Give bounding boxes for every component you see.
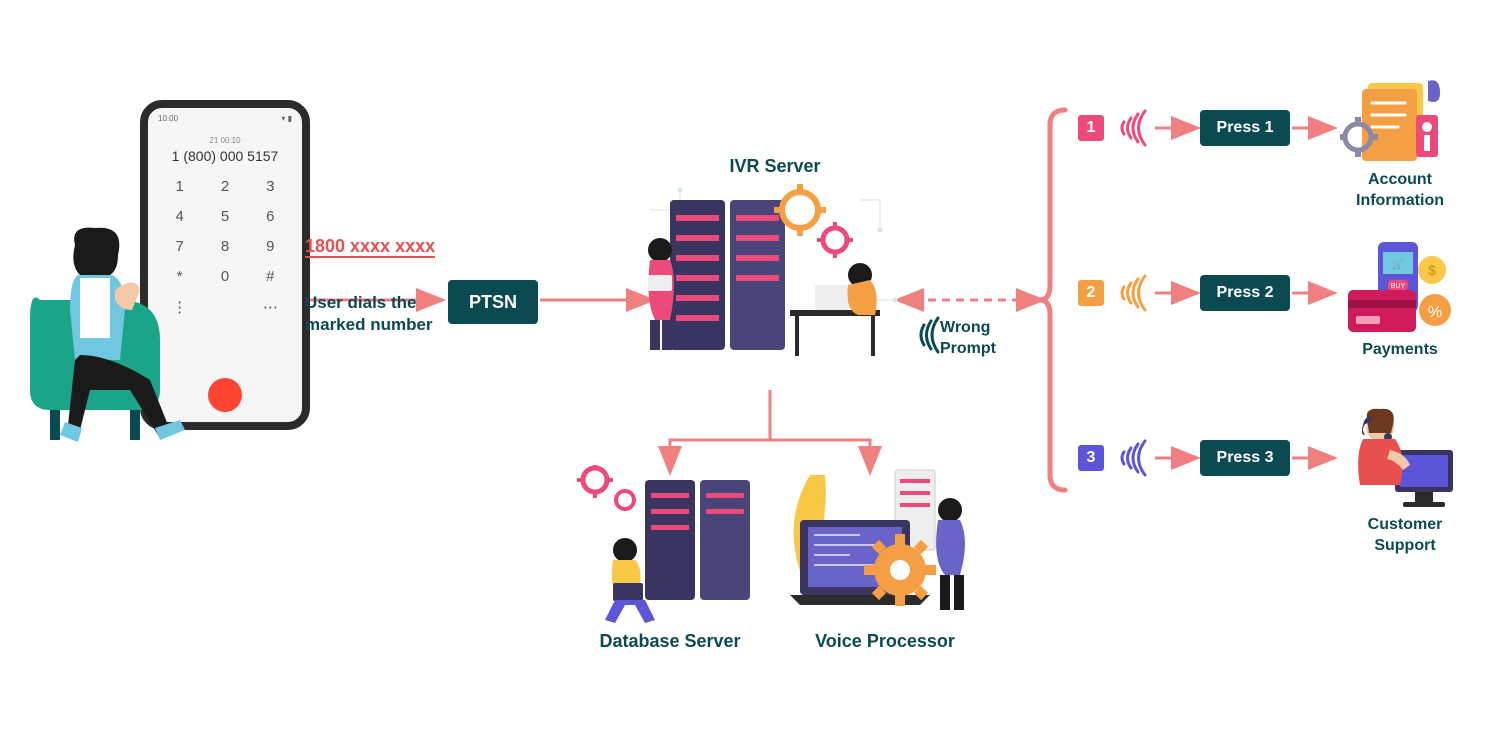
- ptsn-box: PTSN: [448, 280, 538, 324]
- dest-label-1: Account Information: [1330, 170, 1470, 212]
- user-illustration: [20, 220, 220, 460]
- dial-number-text: 1800 xxxx xxxx: [305, 236, 435, 258]
- phone-key: #: [251, 268, 290, 288]
- phone-display-small: 21 00:10: [148, 136, 302, 145]
- svg-text:$: $: [1428, 262, 1436, 278]
- press-box-3: Press 3: [1200, 440, 1290, 476]
- user-with-phone: 10:00 ▾ ▮ 21 00:10 1 (800) 000 5157 1234…: [30, 100, 310, 440]
- db-illustration: [575, 465, 765, 635]
- press-box-2: Press 2: [1200, 275, 1290, 311]
- option-wave-1: [1112, 108, 1152, 148]
- phone-key: 6: [251, 208, 290, 228]
- arrow-ivr-to-db: [670, 390, 770, 470]
- phone-display-number: 1 (800) 000 5157: [148, 148, 302, 164]
- phone-key: 2: [205, 178, 244, 198]
- svg-text:🛒: 🛒: [1392, 258, 1403, 269]
- option-badge-2: 2: [1078, 280, 1104, 306]
- option-badge-3: 3: [1078, 445, 1104, 471]
- ptsn-label: PTSN: [469, 292, 517, 313]
- press-box-1: Press 1: [1200, 110, 1290, 146]
- phone-key: ⋯: [251, 298, 290, 318]
- phone-key: 3: [251, 178, 290, 198]
- option-wave-3: [1112, 438, 1152, 478]
- dest-icon-payments: 🛒 BUY $ %: [1340, 240, 1460, 340]
- dest-label-3: Customer Support: [1340, 515, 1470, 557]
- phone-key: 1: [160, 178, 199, 198]
- svg-text:%: %: [1428, 304, 1442, 321]
- option-wave-2: [1112, 273, 1152, 313]
- db-label: Database Server: [595, 630, 745, 653]
- voice-label: Voice Processor: [810, 630, 960, 653]
- option-badge-1: 1: [1078, 115, 1104, 141]
- phone-key: 9: [251, 238, 290, 258]
- dest-icon-support: [1345, 405, 1460, 515]
- dest-icon-account: [1340, 75, 1450, 170]
- svg-text:BUY: BUY: [1391, 283, 1406, 290]
- wrong-prompt-label: Wrong Prompt: [940, 318, 1030, 360]
- bracket: [1040, 110, 1065, 490]
- arrow-ivr-to-voice: [770, 390, 870, 470]
- voice-illustration: [780, 465, 990, 635]
- ivr-illustration: [640, 180, 900, 390]
- dest-label-2: Payments: [1340, 340, 1460, 361]
- ivr-title: IVR Server: [700, 155, 850, 178]
